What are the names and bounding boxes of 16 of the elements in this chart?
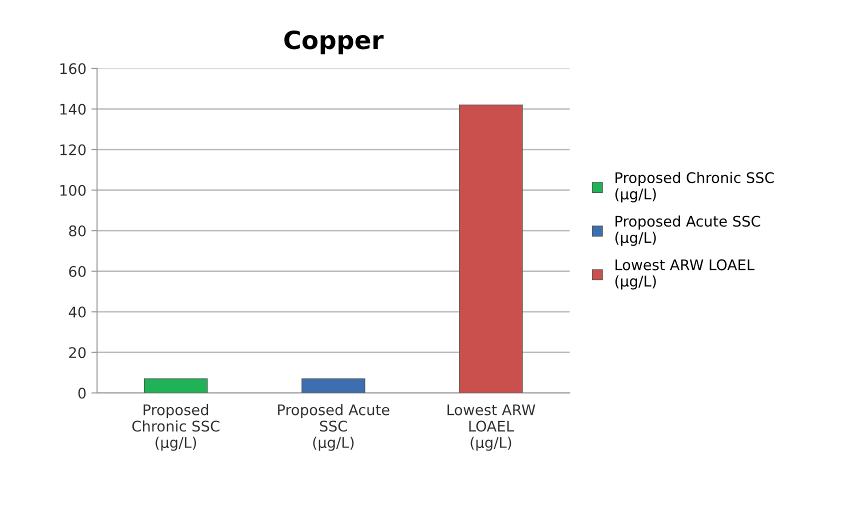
legend-label: Proposed Chronic SSC (µg/L) (615, 172, 774, 202)
y-tick-label: 120 (60, 144, 86, 156)
y-tick-label: 80 (69, 225, 86, 236)
y-tick-label: 0 (78, 388, 86, 399)
y-tick-label: 140 (60, 104, 86, 115)
legend-label: Lowest ARW LOAEL (µg/L) (615, 259, 754, 290)
chart-title: Copper (284, 30, 384, 54)
y-tick-label: 100 (60, 184, 86, 196)
x-tick-label: Lowest ARW LOAEL (µg/L) (448, 404, 536, 451)
x-tick-label: Proposed Acute SSC (µg/L) (278, 404, 390, 451)
y-tick-label: 20 (69, 347, 86, 358)
y-tick-label: 40 (68, 306, 86, 318)
legend-label: Proposed Acute SSC (µg/L) (615, 215, 760, 246)
x-tick-label: Proposed Chronic SSC (µg/L) (132, 404, 220, 451)
y-tick-label: 60 (69, 266, 86, 277)
y-tick-label: 160 (60, 63, 86, 74)
